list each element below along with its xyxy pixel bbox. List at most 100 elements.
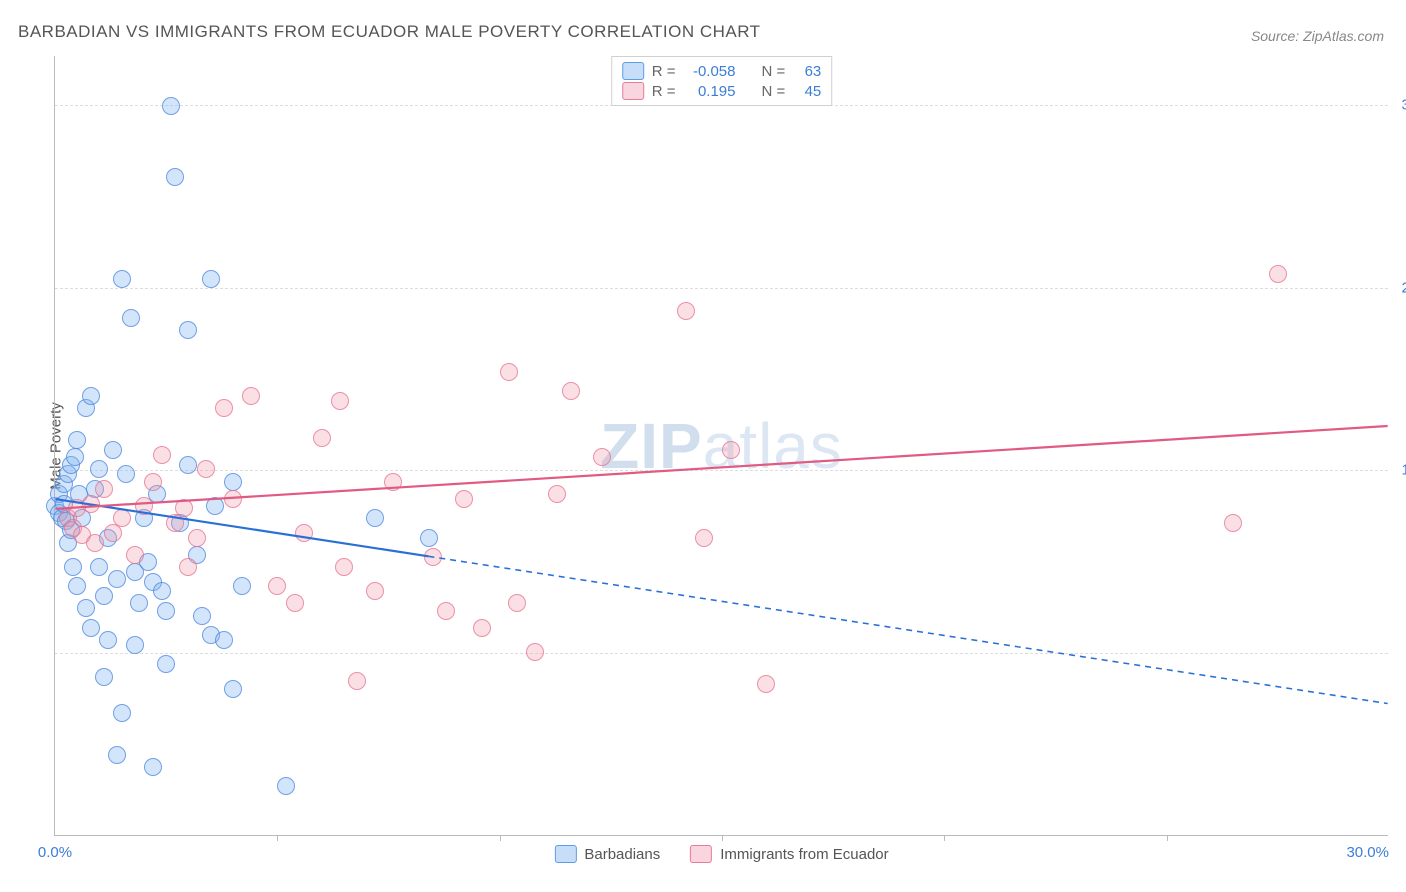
legend-label-1: Barbadians <box>584 846 660 863</box>
gridline <box>55 288 1388 289</box>
gridline <box>55 653 1388 654</box>
scatter-point <box>68 431 86 449</box>
scatter-point <box>157 602 175 620</box>
scatter-point <box>224 490 242 508</box>
scatter-point <box>202 270 220 288</box>
y-tick-label: 30.0% <box>1394 96 1406 113</box>
x-tick-label: 30.0% <box>1346 844 1389 861</box>
scatter-point <box>108 746 126 764</box>
scatter-point <box>117 465 135 483</box>
scatter-point <box>437 602 455 620</box>
scatter-point <box>215 399 233 417</box>
y-tick-label: 7.5% <box>1394 645 1406 662</box>
scatter-point <box>295 524 313 542</box>
scatter-point <box>384 473 402 491</box>
scatter-point <box>695 529 713 547</box>
scatter-point <box>122 309 140 327</box>
source-attribution: Source: ZipAtlas.com <box>1251 28 1384 44</box>
scatter-point <box>68 577 86 595</box>
x-tick <box>722 835 723 841</box>
scatter-point <box>562 382 580 400</box>
scatter-point <box>286 594 304 612</box>
scatter-point <box>153 582 171 600</box>
n-value-1: 63 <box>793 63 821 80</box>
swatch-blue <box>622 62 644 80</box>
scatter-point <box>108 570 126 588</box>
scatter-point <box>113 704 131 722</box>
scatter-point <box>144 758 162 776</box>
watermark: ZIPatlas <box>600 409 843 483</box>
scatter-point <box>86 534 104 552</box>
scatter-point <box>424 548 442 566</box>
scatter-point <box>420 529 438 547</box>
x-tick-label: 0.0% <box>38 844 72 861</box>
scatter-point <box>335 558 353 576</box>
scatter-point <box>473 619 491 637</box>
scatter-point <box>233 577 251 595</box>
scatter-point <box>366 509 384 527</box>
scatter-point <box>722 441 740 459</box>
correlation-stats-box: R = -0.058 N = 63 R = 0.195 N = 45 <box>611 56 833 106</box>
trend-lines <box>55 56 1388 835</box>
scatter-point <box>104 441 122 459</box>
chart-title: BARBADIAN VS IMMIGRANTS FROM ECUADOR MAL… <box>18 22 761 42</box>
scatter-point <box>348 672 366 690</box>
legend-item-1: Barbadians <box>554 845 660 863</box>
scatter-point <box>135 497 153 515</box>
r-value-2: 0.195 <box>684 83 736 100</box>
scatter-point <box>197 460 215 478</box>
scatter-point <box>82 387 100 405</box>
x-tick <box>1167 835 1168 841</box>
scatter-point <box>548 485 566 503</box>
scatter-point <box>113 270 131 288</box>
gridline <box>55 470 1388 471</box>
scatter-point <box>82 619 100 637</box>
legend-label-2: Immigrants from Ecuador <box>720 846 888 863</box>
scatter-point <box>179 321 197 339</box>
scatter-point <box>126 636 144 654</box>
scatter-point <box>82 495 100 513</box>
r-label: R = <box>652 63 676 80</box>
x-tick <box>277 835 278 841</box>
bottom-legend: Barbadians Immigrants from Ecuador <box>554 845 888 863</box>
n-label: N = <box>762 83 786 100</box>
n-label: N = <box>762 63 786 80</box>
stats-row-series1: R = -0.058 N = 63 <box>622 61 822 81</box>
scatter-point <box>144 473 162 491</box>
scatter-point <box>95 668 113 686</box>
scatter-point <box>313 429 331 447</box>
scatter-point <box>95 480 113 498</box>
scatter-point <box>179 456 197 474</box>
r-value-1: -0.058 <box>684 63 736 80</box>
scatter-point <box>757 675 775 693</box>
scatter-point <box>677 302 695 320</box>
n-value-2: 45 <box>793 83 821 100</box>
scatter-point <box>526 643 544 661</box>
scatter-point <box>179 558 197 576</box>
scatter-point <box>99 631 117 649</box>
scatter-point <box>157 655 175 673</box>
legend-item-2: Immigrants from Ecuador <box>690 845 888 863</box>
legend-swatch-pink <box>690 845 712 863</box>
y-tick-label: 22.5% <box>1394 279 1406 296</box>
scatter-point <box>242 387 260 405</box>
scatter-point <box>95 587 113 605</box>
r-label: R = <box>652 83 676 100</box>
scatter-point <box>268 577 286 595</box>
x-tick <box>500 835 501 841</box>
scatter-point <box>166 168 184 186</box>
scatter-point <box>277 777 295 795</box>
scatter-point <box>162 97 180 115</box>
chart-plot-area: ZIPatlas R = -0.058 N = 63 R = 0.195 N =… <box>54 56 1388 836</box>
scatter-point <box>1269 265 1287 283</box>
legend-swatch-blue <box>554 845 576 863</box>
scatter-point <box>130 594 148 612</box>
scatter-point <box>508 594 526 612</box>
scatter-point <box>126 546 144 564</box>
scatter-point <box>215 631 233 649</box>
scatter-point <box>224 473 242 491</box>
scatter-point <box>593 448 611 466</box>
scatter-point <box>90 460 108 478</box>
scatter-point <box>366 582 384 600</box>
scatter-point <box>224 680 242 698</box>
